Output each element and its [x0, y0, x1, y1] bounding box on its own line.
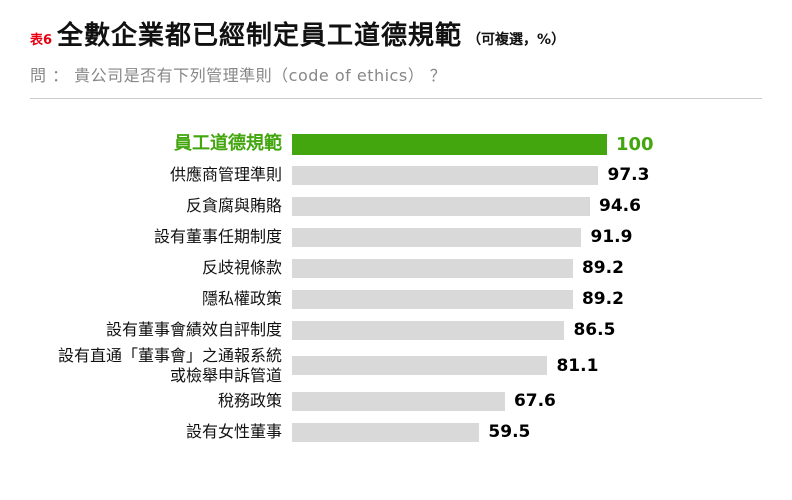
bar-row: 反歧視條款 89.2 — [30, 253, 792, 284]
bar-value: 91.9 — [590, 227, 633, 248]
bar — [292, 422, 480, 442]
bar-row: 員工道德規範 100 — [30, 129, 792, 160]
bar-value: 59.5 — [488, 422, 531, 443]
bar — [292, 227, 582, 247]
bar-row: 設有董事會績效自評制度 86.5 — [30, 315, 792, 346]
bar-chart: 員工道德規範 100 供應商管理準則 97.3 反貪腐與賄賂 94.6 設有董事… — [30, 129, 792, 448]
bar-value: 81.1 — [556, 355, 599, 376]
bar — [292, 289, 573, 309]
bar — [292, 258, 573, 278]
title-line: 表6 全數企業都已經制定員工道德規範 （可複選，%） — [30, 21, 762, 52]
chart-header: 表6 全數企業都已經制定員工道德規範 （可複選，%） 問 ： 貴公司是否有下列管… — [0, 0, 792, 99]
title-suffix: （可複選，%） — [467, 32, 566, 48]
bar-label: 反歧視條款 — [201, 258, 282, 278]
bar-value: 94.6 — [598, 196, 641, 217]
bar-label: 設有董事會績效自評制度 — [105, 320, 282, 340]
bar-label: 設有董事任期制度 — [153, 227, 282, 247]
bar-row: 反貪腐與賄賂 94.6 — [30, 191, 792, 222]
divider — [30, 97, 762, 99]
bar — [292, 391, 505, 411]
bar-label: 員工道德規範 — [174, 133, 282, 155]
bar-label: 設有女性董事 — [185, 422, 282, 442]
bar-value: 89.2 — [581, 258, 624, 279]
bar — [292, 356, 548, 376]
bar-row: 設有董事任期制度 91.9 — [30, 222, 792, 253]
bar-value: 67.6 — [513, 391, 556, 412]
bar-value: 86.5 — [573, 320, 616, 341]
page-title: 全數企業都已經制定員工道德規範 — [57, 21, 463, 51]
bar-value: 100 — [616, 133, 654, 155]
bar — [292, 165, 599, 185]
table-tag: 表6 — [30, 33, 53, 48]
bar-row: 稅務政策 67.6 — [30, 386, 792, 417]
bar-row: 設有女性董事 59.5 — [30, 417, 792, 448]
bar-label: 稅務政策 — [217, 391, 282, 411]
bar-row: 隱私權政策 89.2 — [30, 284, 792, 315]
bar-label: 反貪腐與賄賂 — [185, 196, 282, 216]
bar-row: 設有直通「董事會」之通報系統 或檢舉申訴管道 81.1 — [30, 346, 792, 386]
bar — [292, 133, 607, 155]
bar-value: 97.3 — [607, 165, 650, 186]
bar-value: 89.2 — [581, 289, 624, 310]
question-subtitle: 問 ： 貴公司是否有下列管理準則（code of ethics） ？ — [30, 65, 447, 85]
bar-label: 設有直通「董事會」之通報系統 或檢舉申訴管道 — [57, 345, 282, 385]
bar-label: 隱私權政策 — [201, 289, 282, 309]
bar-label: 供應商管理準則 — [169, 165, 282, 185]
bar — [292, 320, 565, 340]
bar — [292, 196, 590, 216]
bar-row: 供應商管理準則 97.3 — [30, 160, 792, 191]
